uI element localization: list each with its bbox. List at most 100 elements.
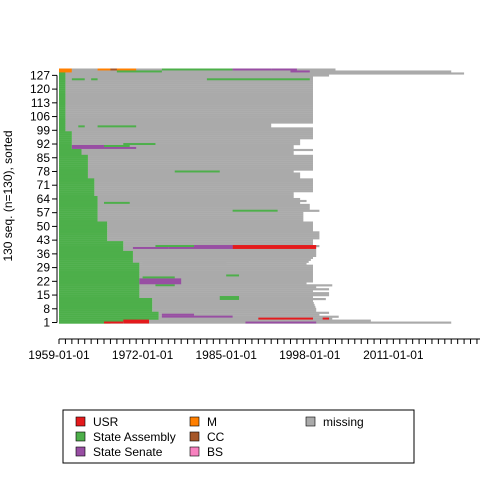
missing-bar-row-13 (152, 298, 326, 301)
assembly-bar-row-34 (59, 256, 133, 259)
assembly-bar-row-55 (59, 215, 98, 218)
missing-bar-row-88 (81, 150, 294, 154)
assembly-bar-row-126 (59, 76, 66, 79)
assembly-bar-row-43 (59, 239, 108, 242)
missing-bar-row-120 (65, 88, 313, 91)
assembly-bar-row-87 (59, 152, 82, 156)
x-tick-label-2011: 2011-01-01 (363, 348, 424, 362)
assembly-bar-row-11 (59, 301, 153, 305)
missing-bar-row-108 (65, 111, 313, 114)
legend-label-cc: CC (207, 430, 225, 444)
missing-bar-row-50 (107, 225, 313, 228)
missing-bar-row-54 (97, 217, 304, 220)
assembly-bar-row-114 (59, 99, 66, 103)
missing-bar-row-18 (139, 288, 330, 291)
missing-bar-row-91 (71, 145, 294, 148)
assembly-bar-row-59 (59, 207, 98, 210)
assembly-bar-row-41 (59, 243, 124, 246)
assembly-bar-row-61 (59, 203, 98, 207)
x-tick-label-1998: 1998-01-01 (279, 348, 341, 362)
missing-bar-row-74 (94, 178, 313, 181)
y-tick-label-64: 64 (37, 192, 51, 206)
y-tick-label-113: 113 (31, 96, 50, 110)
assembly-bar-row-29 (59, 266, 140, 269)
assembly-bar-row-100 (59, 127, 66, 130)
assembly-bar-row-127 (59, 74, 66, 77)
y-tick-label-1: 1 (43, 316, 50, 330)
missing-bar-row-48 (107, 229, 313, 232)
assembly-bar-row-67 (59, 192, 95, 195)
legend-swatch-missing (305, 416, 316, 427)
assembly-bar-row-8 (59, 307, 153, 310)
y-tick-label-57: 57 (37, 206, 51, 220)
assembly-bar-row-96 (59, 135, 72, 138)
missing-bar-row-82 (87, 162, 313, 165)
legend-label-state-senate: State Senate (93, 445, 163, 459)
assembly-bar-row-107 (59, 113, 66, 116)
missing-bar-row-66 (94, 194, 294, 197)
assembly-bar-row-54 (59, 217, 98, 220)
assembly-bar-row-63 (59, 199, 98, 203)
assembly-bar-row-93 (59, 141, 72, 144)
state-segment-assembly-15 (226, 274, 240, 277)
y-tick-label-99: 99 (37, 123, 51, 137)
state-segment-m-34 (59, 68, 72, 73)
missing-bar-row-64 (97, 197, 301, 201)
assembly-bar-row-14 (59, 296, 140, 299)
assembly-bar-row-56 (59, 213, 98, 216)
assembly-bar-row-73 (59, 180, 95, 183)
assembly-bar-row-26 (59, 272, 140, 275)
missing-bar-row-63 (97, 199, 307, 203)
assembly-bar-row-121 (59, 86, 66, 89)
missing-bar-row-89 (81, 148, 313, 152)
missing-bar-row-121 (65, 86, 313, 89)
legend-label-missing: missing (323, 415, 364, 429)
assembly-bar-row-58 (59, 209, 98, 212)
legend-swatch-m (189, 416, 200, 427)
state-segment-assembly-28 (104, 145, 130, 147)
assembly-bar-row-17 (59, 290, 140, 293)
state-segment-missing-16 (142, 262, 227, 265)
assembly-bar-row-108 (59, 111, 66, 114)
missing-bar-row-10 (152, 303, 315, 307)
missing-bar-row-7 (152, 309, 317, 312)
assembly-bar-row-7 (59, 309, 153, 312)
assembly-bar-row-31 (59, 262, 140, 265)
missing-bar-row-61 (97, 203, 310, 207)
missing-bar-row-99 (65, 129, 313, 132)
assembly-bar-row-99 (59, 129, 66, 132)
state-segment-senate-19 (168, 247, 233, 249)
assembly-bar-row-104 (59, 119, 66, 122)
missing-bar-row-20 (139, 284, 333, 287)
assembly-bar-row-90 (59, 146, 72, 150)
assembly-bar-row-113 (59, 101, 66, 105)
missing-bar-row-110 (65, 107, 313, 110)
assembly-bar-row-76 (59, 174, 88, 177)
missing-bar-row-128 (65, 72, 465, 75)
missing-bar-row-8 (152, 307, 317, 310)
missing-bar-row-100 (65, 127, 313, 130)
missing-bar-row-44 (107, 237, 320, 240)
missing-bar-row-95 (71, 137, 313, 140)
assembly-bar-row-21 (59, 282, 140, 285)
missing-bar-row-90 (71, 146, 294, 150)
assembly-bar-row-13 (59, 298, 153, 301)
missing-bar-row-30 (139, 264, 313, 267)
missing-bar-row-124 (65, 80, 313, 83)
assembly-bar-row-115 (59, 97, 66, 101)
missing-bar-row-101 (65, 125, 272, 128)
x-axis: 1959-01-01 1972-01-01 1985-01-01 1998-01-01… (28, 338, 480, 362)
missing-bar-row-52 (107, 221, 313, 224)
state-segment-usr-18 (232, 245, 317, 249)
missing-bar-row-51 (107, 223, 313, 226)
assembly-bar-row-46 (59, 233, 108, 236)
missing-bar-row-58 (97, 209, 320, 212)
assembly-bar-row-50 (59, 225, 108, 228)
state-segment-assembly-42 (116, 70, 162, 73)
missing-bar-row-33 (132, 258, 311, 261)
assembly-bar-row-123 (59, 82, 66, 85)
missing-bar-row-71 (94, 184, 313, 187)
state-segment-missing-1 (123, 321, 246, 324)
missing-bar-row-117 (65, 94, 313, 97)
